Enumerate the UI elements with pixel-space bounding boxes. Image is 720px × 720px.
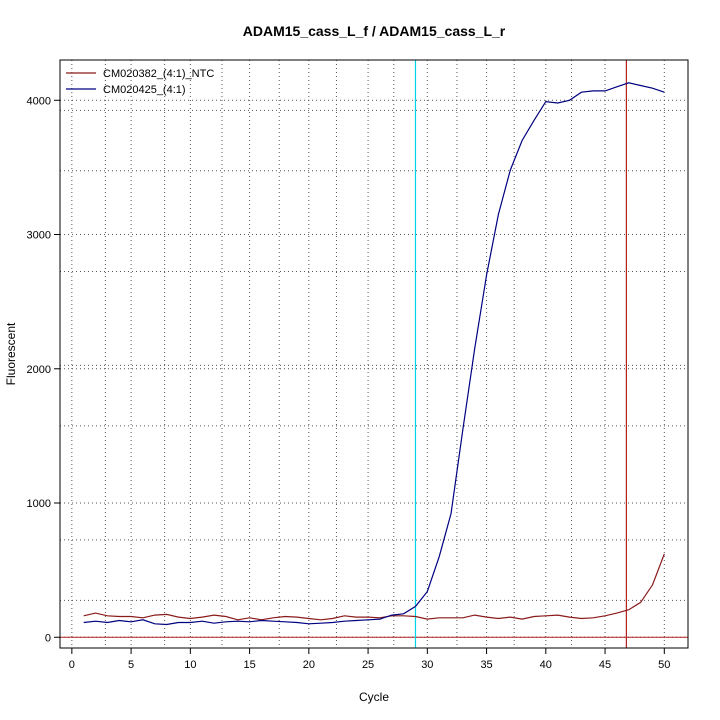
x-tick-label: 10 [184,659,196,671]
series-line-2 [83,82,665,626]
x-tick-label: 30 [421,659,433,671]
y-tick-label: 4000 [27,95,51,107]
y-tick-label: 0 [45,632,51,644]
chart-title: ADAM15_cass_L_f / ADAM15_cass_L_r [243,23,506,39]
x-tick-label: 45 [599,659,611,671]
x-tick-label: 0 [69,659,75,671]
vertical-markers [60,60,688,648]
x-tick-label: 15 [243,659,255,671]
x-tick-label: 35 [480,659,492,671]
legend: CM020382_(4:1)_NTC CM020425_(4:1) [66,68,214,96]
y-tick-label: 1000 [27,498,51,510]
y-axis-label: Fluorescent [4,322,18,385]
x-tick-label: 50 [658,659,670,671]
grid [60,60,688,648]
x-tick-label: 40 [540,659,552,671]
x-axis: 0 5 10 15 20 25 30 35 40 45 50 [69,648,670,671]
x-tick-label: 25 [362,659,374,671]
x-axis-label: Cycle [359,690,389,704]
y-tick-label: 3000 [27,230,51,242]
y-tick-label: 2000 [27,364,51,376]
series-lines [83,82,665,626]
y-axis: 0 1000 2000 3000 4000 [27,95,60,644]
series-line-1 [83,553,665,621]
plot-frame [59,59,689,649]
legend-label-2: CM020425_(4:1) [103,84,186,96]
legend-label-1: CM020382_(4:1)_NTC [103,68,214,80]
x-tick-label: 20 [303,659,315,671]
x-tick-label: 5 [128,659,134,671]
